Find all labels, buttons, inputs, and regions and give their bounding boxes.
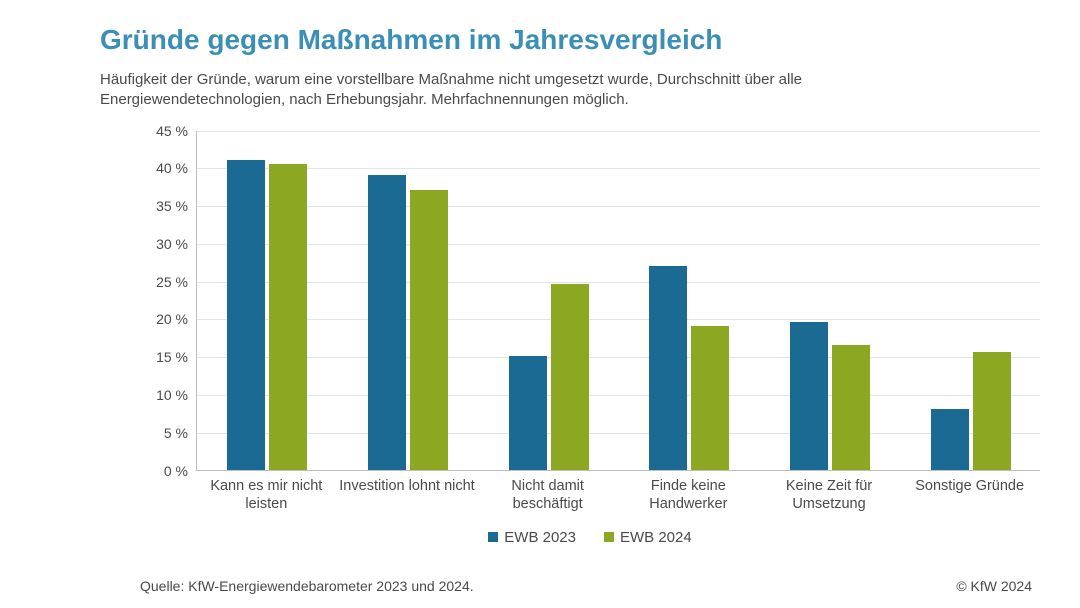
legend-swatch [604,532,614,542]
page-subtitle: Häufigkeit der Gründe, warum eine vorste… [100,70,980,111]
x-category-label: Nicht damit beschäftigt [478,477,618,513]
source-text: Quelle: KfW-Energiewendebarometer 2023 u… [140,578,474,594]
grid-line [197,433,1040,434]
bar [832,345,870,470]
page: Gründe gegen Maßnahmen im Jahresvergleic… [0,0,1080,608]
page-title: Gründe gegen Maßnahmen im Jahresvergleic… [100,24,1040,56]
bar-chart: 0 %5 %10 %15 %20 %25 %30 %35 %40 %45 % K… [140,131,1040,521]
bar [410,190,448,470]
grid-line [197,168,1040,169]
y-tick-label: 20 % [132,311,188,327]
y-tick-label: 35 % [132,198,188,214]
bar [509,356,547,469]
copyright-text: © KfW 2024 [956,578,1032,594]
legend: EWB 2023 EWB 2024 [140,529,1040,546]
bar [269,164,307,470]
legend-item: EWB 2023 [488,529,576,546]
y-tick-label: 30 % [132,236,188,252]
y-tick-label: 40 % [132,160,188,176]
y-tick-label: 45 % [132,123,188,139]
grid-line [197,395,1040,396]
bar [790,322,828,469]
bar [227,160,265,470]
plot-area [196,131,1040,471]
footer: Quelle: KfW-Energiewendebarometer 2023 u… [0,578,1080,594]
grid-line [197,244,1040,245]
y-tick-label: 25 % [132,274,188,290]
grid-line [197,206,1040,207]
bar-group [509,284,589,469]
bar-group [790,322,870,469]
grid-line [197,282,1040,283]
grid-line [197,131,1040,132]
bar-group [368,175,448,470]
y-tick-label: 15 % [132,349,188,365]
bar-group [227,160,307,470]
grid-line [197,357,1040,358]
y-tick-label: 0 % [132,463,188,479]
bar [931,409,969,469]
bar-group [931,352,1011,469]
y-tick-label: 10 % [132,387,188,403]
legend-item: EWB 2024 [604,529,692,546]
x-category-label: Finde keine Handwerker [618,477,758,513]
bar [551,284,589,469]
bar [691,326,729,470]
grid-line [197,319,1040,320]
x-category-label: Sonstige Gründe [900,477,1040,495]
x-category-label: Investition lohnt nicht [337,477,477,495]
legend-label: EWB 2023 [504,529,576,546]
y-tick-label: 5 % [132,425,188,441]
bar [973,352,1011,469]
x-category-label: Kann es mir nicht leisten [196,477,336,513]
bar [368,175,406,470]
bar-group [649,266,729,470]
legend-swatch [488,532,498,542]
bar [649,266,687,470]
legend-label: EWB 2024 [620,529,692,546]
x-category-label: Keine Zeit für Umsetzung [759,477,899,513]
